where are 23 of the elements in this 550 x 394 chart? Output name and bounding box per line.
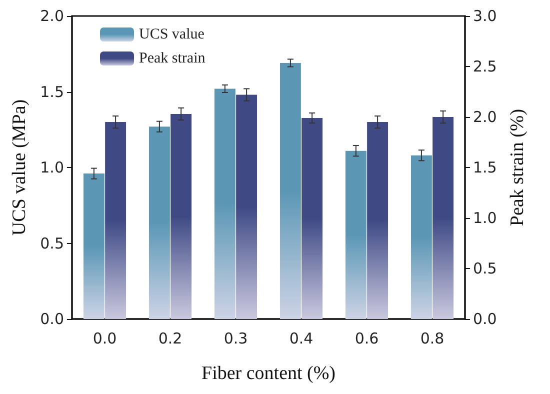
y-axis-title: UCS value (MPa) xyxy=(9,99,30,236)
x-tick-label: 0.3 xyxy=(224,330,248,348)
y-tick-label: 2.0 xyxy=(40,7,64,25)
legend-label: UCS value xyxy=(139,26,205,42)
y2-tick-label: 0.5 xyxy=(473,260,497,278)
x-tick-label: 0.8 xyxy=(420,330,444,348)
y2-tick-label: 0.0 xyxy=(473,310,497,328)
x-tick-label: 0.4 xyxy=(289,330,314,348)
x-tick-label: 0.6 xyxy=(354,330,379,348)
y-tick-label: 1.5 xyxy=(40,82,64,101)
y2-tick-label: 2.0 xyxy=(473,108,497,126)
y2-axis-title: Peak strain (%) xyxy=(506,108,528,226)
legend-label: Peak strain xyxy=(139,50,206,66)
y-tick-label: 0.5 xyxy=(40,234,64,252)
y-tick-label: 1.0 xyxy=(40,158,64,176)
y-tick-label: 0.0 xyxy=(40,310,64,328)
y2-tick-label: 1.5 xyxy=(473,158,497,176)
y2-tick-label: 3.0 xyxy=(473,7,497,25)
x-axis-title: Fiber content (%) xyxy=(201,363,336,384)
x-tick-label: 0.2 xyxy=(158,330,182,348)
x-tick-label: 0.0 xyxy=(92,330,117,348)
y2-tick-label: 1.0 xyxy=(473,209,497,227)
y2-tick-label: 2.5 xyxy=(473,58,497,76)
